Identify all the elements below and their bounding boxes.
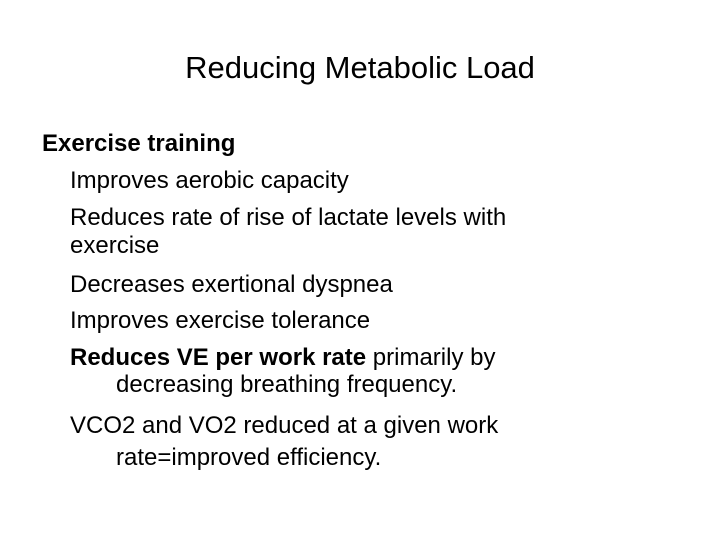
bullet: Improves aerobic capacity (70, 167, 349, 194)
bullet-emphasis: Reduces VE per work rate (70, 344, 367, 371)
bullet-text: primarily by (372, 344, 496, 371)
bullet: Reduces VE per work rate primarily by (70, 344, 495, 372)
bullet-continuation: decreasing breathing frequency. (116, 371, 458, 398)
bullet-continuation: rate=improved efficiency. (116, 444, 382, 471)
slide-title: Reducing Metabolic Load (185, 50, 535, 85)
bullet: Reduces rate of rise of lactate levels w… (70, 204, 507, 231)
bullet-continuation: exercise (70, 232, 160, 259)
bullet: Improves exercise tolerance (70, 307, 371, 334)
bullet: VCO2 and VO2 reduced at a given work (70, 412, 499, 439)
heading: Exercise training (42, 130, 236, 157)
bullet: Decreases exertional dyspnea (70, 271, 393, 298)
